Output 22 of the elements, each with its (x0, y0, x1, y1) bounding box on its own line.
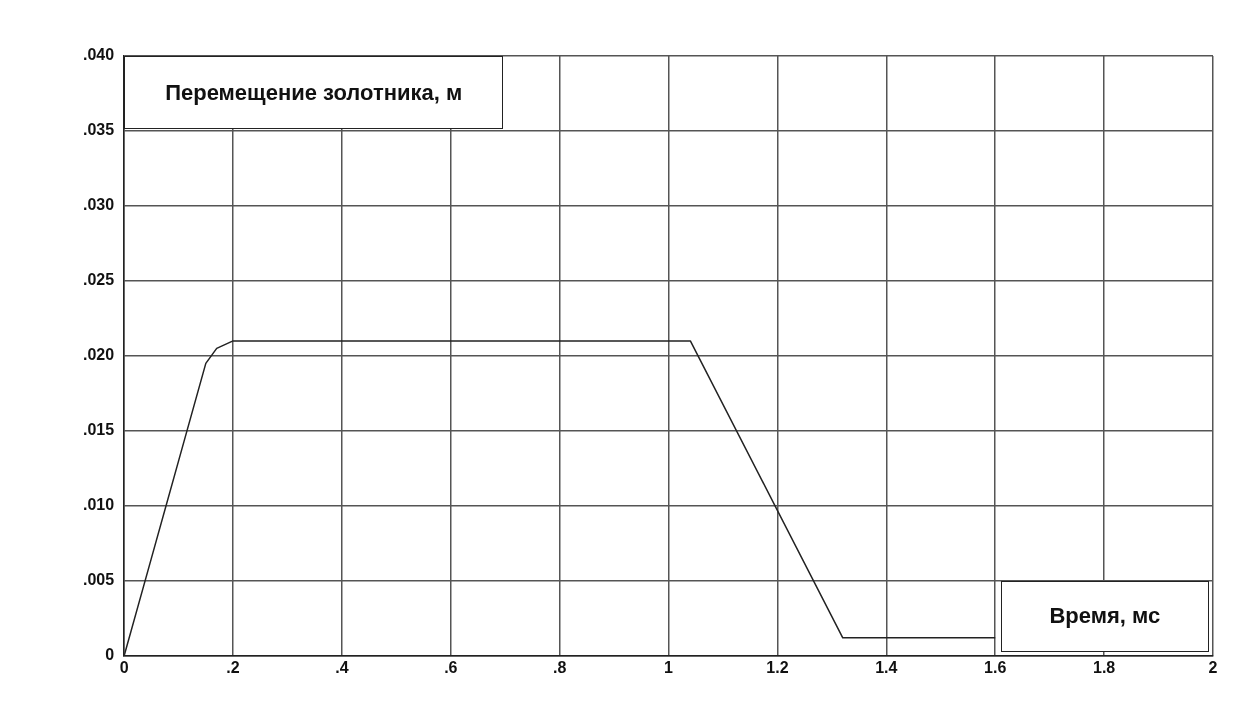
y-tick-label: .040 (83, 46, 115, 64)
label-frame: Перемещение золотника, м (124, 56, 504, 130)
x-tick-label: .2 (226, 658, 240, 676)
y-tick-label: .030 (83, 196, 115, 214)
x-tick-label: 2 (1208, 658, 1218, 676)
x-tick-label: 1.2 (766, 658, 789, 676)
y-tick-label: .005 (83, 571, 115, 589)
x-tick-label: 0 (119, 658, 129, 676)
x-tick-label: .8 (553, 658, 567, 676)
y-tick-label: 0 (105, 646, 115, 664)
y-tick-label: .020 (83, 346, 115, 364)
y-tick-label: .035 (83, 121, 115, 139)
x-tick-label: 1 (664, 658, 674, 676)
x-tick-label: .6 (444, 658, 458, 676)
y-tick-label: .010 (83, 496, 115, 514)
x-tick-label: .4 (335, 658, 349, 676)
y-tick-label: .025 (83, 271, 115, 289)
x-tick-label: 1.6 (984, 658, 1007, 676)
x-tick-label: 1.8 (1092, 658, 1116, 676)
x-tick-label: 1.4 (875, 658, 898, 676)
time-label-frame: Время, мс (1000, 580, 1209, 652)
y-tick-label: .015 (83, 421, 115, 439)
